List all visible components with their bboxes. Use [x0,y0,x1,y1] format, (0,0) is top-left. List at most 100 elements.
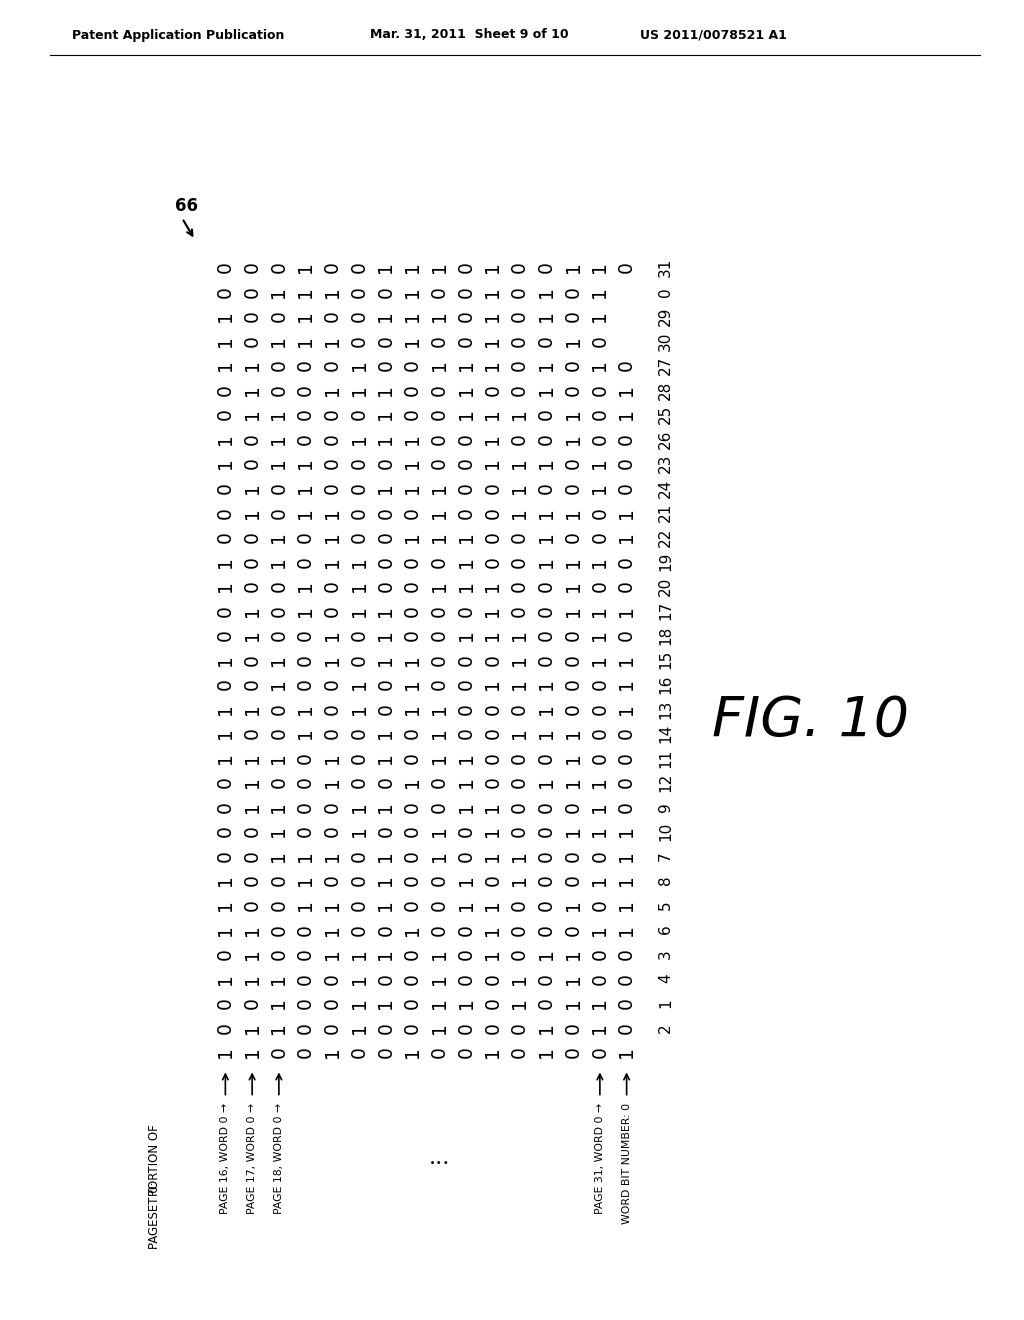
Text: 0: 0 [483,507,503,519]
Text: 1: 1 [510,678,529,690]
Text: 1: 1 [269,850,289,862]
Text: 1: 1 [269,458,289,470]
Text: 1: 1 [483,801,503,813]
Text: PORTION OF: PORTION OF [148,1125,162,1196]
Text: 1: 1 [216,875,234,887]
Text: 1: 1 [349,1022,369,1034]
Text: 3: 3 [658,949,673,960]
Text: 1: 1 [377,482,395,494]
Text: 1: 1 [430,752,449,764]
Text: 1: 1 [377,605,395,616]
Text: 0: 0 [403,899,422,911]
Text: 1: 1 [296,899,315,911]
Text: 1: 1 [403,1047,422,1059]
Text: 1: 1 [216,359,234,371]
Text: 1: 1 [537,286,556,298]
Text: 0: 0 [591,507,609,519]
Text: 1: 1 [216,653,234,665]
Text: 0: 0 [430,630,449,642]
Text: 5: 5 [658,900,673,909]
Text: 1: 1 [243,973,261,985]
Text: 1: 1 [563,752,583,764]
Text: 1: 1 [216,310,234,322]
Text: 0: 0 [269,899,289,911]
Text: 1: 1 [510,507,529,519]
Text: 0: 0 [403,605,422,616]
Text: 0: 0 [483,776,503,788]
Text: 1: 1 [510,727,529,739]
Text: 1: 1 [323,531,342,543]
Text: 1: 1 [457,776,475,788]
Text: 1: 1 [216,556,234,568]
Text: 1: 1 [296,850,315,862]
Text: 1: 1 [269,998,289,1010]
Text: Mar. 31, 2011  Sheet 9 of 10: Mar. 31, 2011 Sheet 9 of 10 [370,29,568,41]
Text: 0: 0 [483,702,503,714]
Text: 1: 1 [296,458,315,470]
Text: 1: 1 [377,801,395,813]
Text: 0: 0 [349,776,369,788]
Text: 0: 0 [323,727,342,739]
Text: 0: 0 [349,899,369,911]
Text: 4: 4 [658,974,673,983]
Text: 0: 0 [296,678,315,690]
Text: 1: 1 [403,482,422,494]
Text: 1: 1 [323,630,342,642]
Text: 0: 0 [349,335,369,347]
Text: 0: 0 [591,850,609,862]
Text: 0: 0 [243,850,261,862]
Text: 0: 0 [457,286,475,298]
Text: 0: 0 [349,924,369,936]
Text: 0: 0 [483,752,503,764]
Text: 1: 1 [243,1022,261,1034]
Text: 30: 30 [658,331,673,351]
Text: 0: 0 [323,359,342,371]
Text: 0: 0 [243,581,261,593]
Text: 1: 1 [617,1047,636,1059]
Text: 0: 0 [323,702,342,714]
Text: 1: 1 [377,433,395,445]
Text: 0: 0 [349,752,369,764]
Text: 1: 1 [591,261,609,273]
Text: 1: 1 [591,310,609,322]
Text: 14: 14 [658,723,673,743]
Text: 0: 0 [323,433,342,445]
Text: 0: 0 [537,482,556,494]
Text: 0: 0 [216,261,234,273]
Text: 1: 1 [269,286,289,298]
Text: 0: 0 [563,286,583,298]
Text: 0: 0 [349,850,369,862]
Text: 0: 0 [269,384,289,396]
Text: 0: 0 [457,335,475,347]
Text: 0: 0 [296,384,315,396]
Text: 1: 1 [483,630,503,642]
Text: 1: 1 [349,605,369,616]
Text: 0: 0 [269,630,289,642]
Text: 0: 0 [591,531,609,543]
Text: 1: 1 [563,973,583,985]
Text: 1: 1 [323,924,342,936]
Text: 28: 28 [658,380,673,400]
Text: 1: 1 [349,702,369,714]
Text: 0: 0 [269,702,289,714]
Text: 22: 22 [658,528,673,546]
Text: 1: 1 [537,556,556,568]
Text: 1: 1 [563,899,583,911]
Text: 0: 0 [483,727,503,739]
Text: 1: 1 [323,286,342,298]
Text: 1: 1 [296,261,315,273]
Text: 0: 0 [591,702,609,714]
Text: 1: 1 [216,973,234,985]
Text: 1: 1 [296,702,315,714]
Text: 0: 0 [563,875,583,887]
Text: 1: 1 [269,433,289,445]
Text: 1: 1 [430,973,449,985]
Text: 0: 0 [617,458,636,470]
Text: 0: 0 [617,261,636,273]
Text: 1: 1 [243,702,261,714]
Text: 0: 0 [243,998,261,1010]
Text: 1: 1 [658,998,673,1008]
Text: 1: 1 [296,875,315,887]
Text: 0: 0 [510,556,529,568]
Text: 0: 0 [457,310,475,322]
